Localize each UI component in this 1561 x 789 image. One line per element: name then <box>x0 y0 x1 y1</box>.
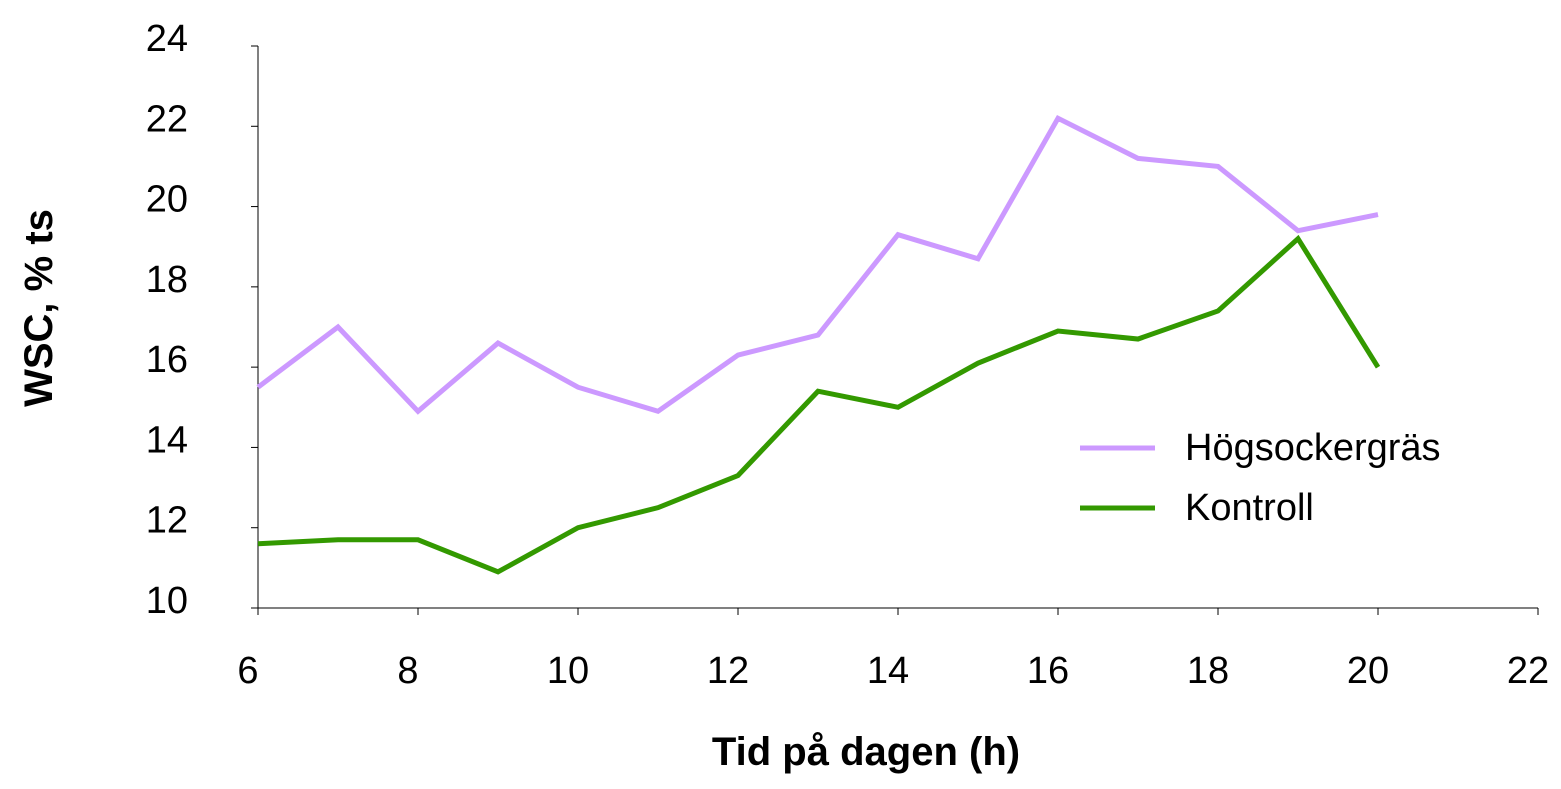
y-tick-label: 20 <box>146 179 188 221</box>
x-tick-label: 6 <box>237 650 258 692</box>
y-tick-label: 24 <box>146 18 188 60</box>
x-tick-label: 8 <box>397 650 418 692</box>
x-tick-label: 10 <box>547 650 589 692</box>
x-tick-label: 12 <box>707 650 749 692</box>
line <box>256 114 1379 415</box>
legend-label: Högsockergräs <box>1185 427 1441 469</box>
x-tick-label: 14 <box>867 650 909 692</box>
x-axis-title: Tid på dagen (h) <box>712 730 1020 774</box>
y-tick-label: 22 <box>146 98 188 140</box>
x-tick-label: 16 <box>1027 650 1069 692</box>
line <box>257 234 1381 575</box>
y-tick-label: 12 <box>146 500 188 542</box>
x-tick-label: 18 <box>1187 650 1229 692</box>
y-tick-label: 16 <box>146 339 188 381</box>
x-tick-label: 20 <box>1347 650 1389 692</box>
y-tick-label: 10 <box>146 580 188 622</box>
legend-label: Kontroll <box>1185 487 1314 529</box>
y-tick-label: 18 <box>146 259 188 301</box>
x-tick-label: 22 <box>1507 650 1549 692</box>
y-tick-label: 14 <box>146 419 188 461</box>
y-axis-title: WSC, % ts <box>17 209 61 407</box>
